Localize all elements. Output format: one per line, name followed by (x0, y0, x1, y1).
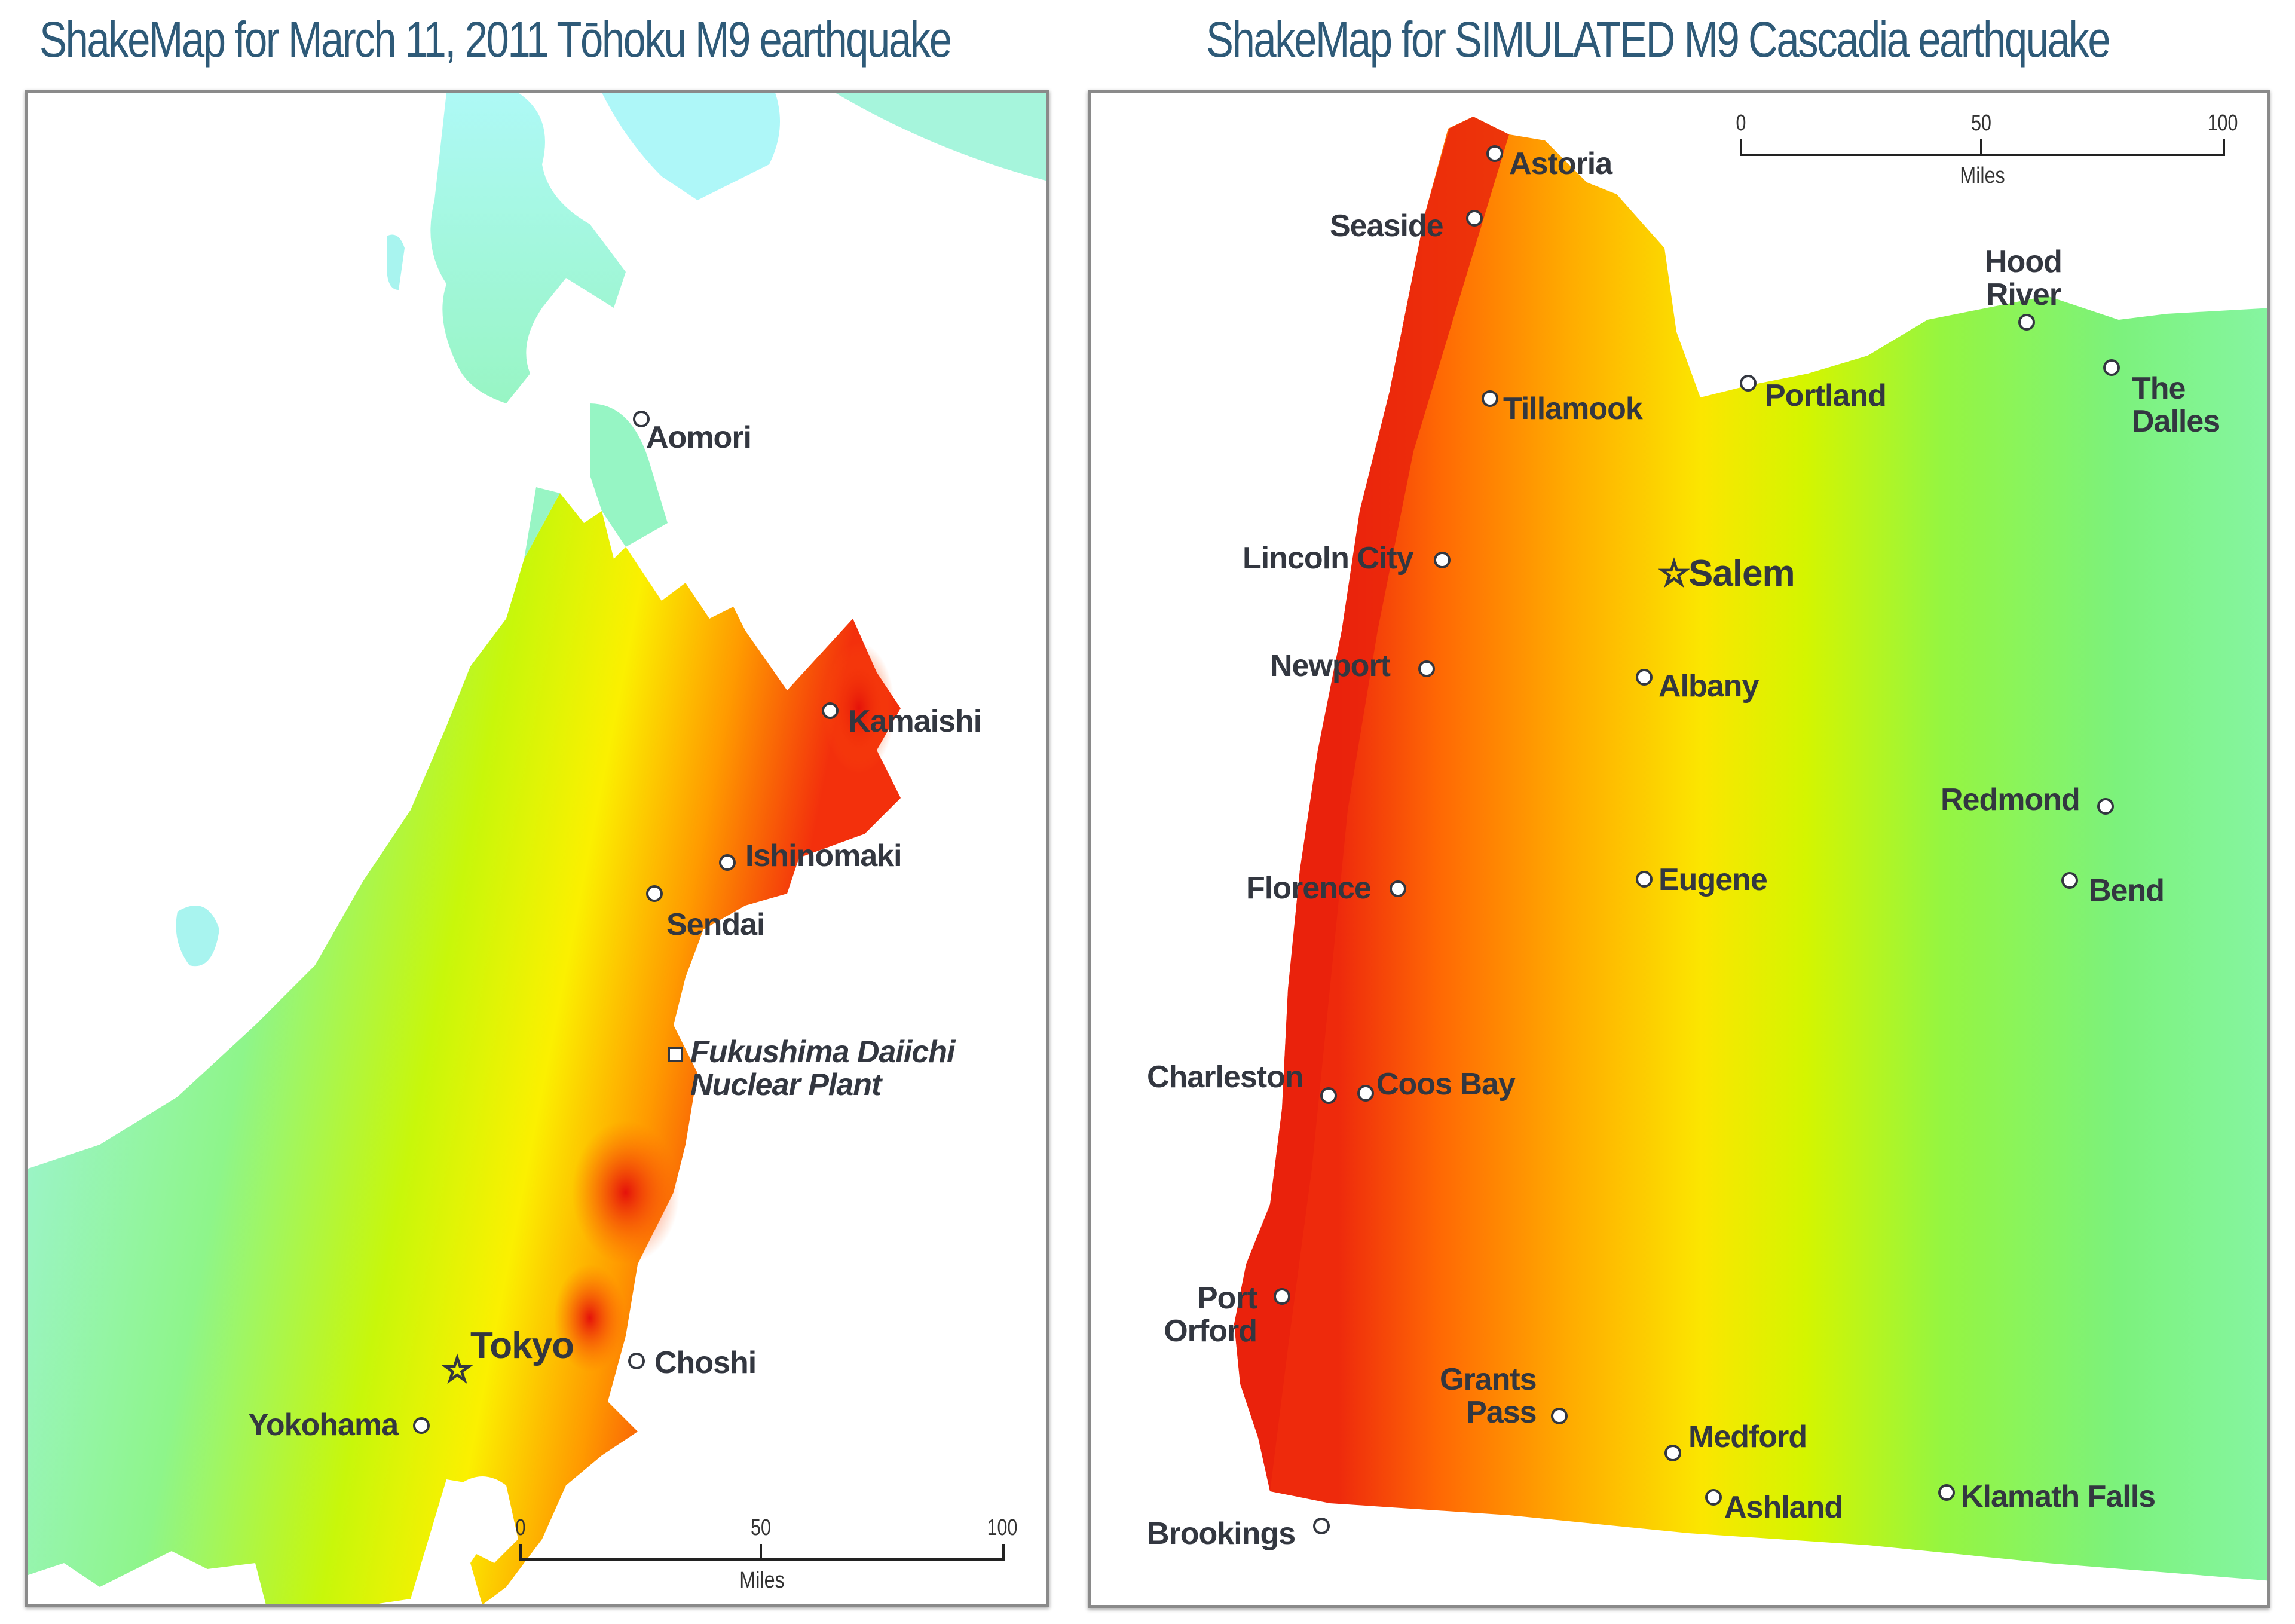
lincoln-city-label: Lincoln City (1243, 541, 1414, 576)
albany-label: Albany (1658, 669, 1759, 704)
scale-tick-0: 0 (1736, 111, 1746, 136)
astoria-marker (1486, 145, 1503, 162)
fukushima-label: Fukushima Daiichi Nuclear Plant (690, 1035, 955, 1102)
redmond-marker (2097, 798, 2114, 815)
seaside-label: Seaside (1330, 209, 1444, 243)
scale-tick-50: 50 (1971, 111, 1991, 136)
aomori-marker (633, 411, 650, 427)
medford-marker (1664, 1445, 1681, 1461)
klamath-falls-marker (1938, 1484, 1955, 1501)
scale-tick-0: 0 (515, 1515, 526, 1540)
kamaishi-marker (822, 702, 839, 719)
portland-label: Portland (1765, 378, 1887, 413)
grants-pass-line2: Pass (1466, 1394, 1537, 1430)
ishinomaki-marker (719, 854, 736, 871)
left-scale-bar: 0 50 100 Miles (515, 1515, 1018, 1599)
lincoln-city-marker (1434, 552, 1451, 568)
left-map-title: ShakeMap for March 11, 2011 Tōhoku M9 ea… (39, 11, 952, 68)
the-dalles-line1: The (2132, 371, 2186, 406)
albany-marker (1636, 669, 1653, 686)
tohoku-shakemap: Aomori Kamaishi Ishinomaki Sendai Fukush… (25, 90, 1049, 1607)
newport-label: Newport (1270, 649, 1391, 683)
tohoku-intensity-map (28, 93, 1046, 1604)
scale-unit: Miles (739, 1568, 785, 1593)
choshi-marker (628, 1353, 645, 1369)
newport-marker (1418, 660, 1435, 677)
port-orford-line2: Orford (1164, 1313, 1257, 1348)
tokyo-star-icon: ☆ (441, 1350, 474, 1389)
the-dalles-marker (2103, 359, 2120, 376)
sendai-marker (646, 885, 663, 902)
florence-marker (1390, 880, 1406, 897)
scale-tick-50: 50 (751, 1515, 771, 1540)
scale-unit: Miles (1960, 163, 2005, 188)
ashland-marker (1705, 1489, 1722, 1506)
yokohama-marker (413, 1417, 430, 1434)
sendai-label: Sendai (666, 907, 765, 942)
florence-label: Florence (1246, 871, 1372, 906)
fukushima-label-line2: Nuclear Plant (690, 1067, 882, 1102)
port-orford-label: Port Orford (1162, 1282, 1257, 1347)
charleston-label: Charleston (1147, 1060, 1304, 1094)
right-scale-bar: 0 50 100 Miles (1736, 111, 2238, 194)
brookings-marker (1313, 1518, 1330, 1534)
tillamook-label: Tillamook (1503, 392, 1643, 426)
hood-river-line1: Hood (1985, 244, 2063, 279)
tillamook-marker (1482, 390, 1498, 407)
astoria-label: Astoria (1509, 146, 1612, 181)
right-map-title: ShakeMap for SIMULATED M9 Cascadia earth… (1206, 11, 2111, 68)
aomori-label: Aomori (646, 420, 752, 455)
kamaishi-label: Kamaishi (848, 704, 982, 739)
port-orford-line1: Port (1197, 1281, 1257, 1316)
redmond-label: Redmond (1941, 782, 2080, 817)
yokohama-label: Yokohama (248, 1408, 399, 1442)
port-orford-marker (1274, 1288, 1290, 1305)
hood-river-label: Hood River (1985, 244, 2063, 312)
grants-pass-label: Grants Pass (1440, 1363, 1537, 1429)
bend-label: Bend (2089, 873, 2165, 908)
tokyo-label: Tokyo (470, 1325, 574, 1366)
grants-pass-marker (1551, 1408, 1568, 1424)
portland-marker (1740, 375, 1757, 392)
coos-bay-label: Coos Bay (1376, 1067, 1516, 1102)
eugene-marker (1636, 871, 1653, 888)
brookings-label: Brookings (1147, 1516, 1296, 1551)
grants-pass-line1: Grants (1440, 1362, 1537, 1397)
ishinomaki-label: Ishinomaki (745, 839, 902, 873)
oregon-intensity-map (1234, 117, 2267, 1581)
eugene-label: Eugene (1658, 863, 1768, 897)
hood-river-marker (2018, 314, 2035, 331)
bend-marker (2061, 872, 2078, 889)
salem-star-icon: ☆ (1658, 554, 1691, 593)
choshi-label: Choshi (654, 1345, 757, 1380)
charleston-marker (1320, 1087, 1337, 1104)
cascadia-shakemap: 0 50 100 Miles Astoria Seaside Tillamook… (1088, 90, 2270, 1608)
fukushima-label-line1: Fukushima Daiichi (690, 1035, 955, 1069)
fukushima-plant-marker (668, 1047, 683, 1062)
hood-river-line2: River (1985, 277, 2061, 312)
the-dalles-line2: Dalles (2132, 403, 2220, 439)
ashland-label: Ashland (1724, 1490, 1843, 1525)
klamath-falls-label: Klamath Falls (1961, 1479, 2156, 1514)
seaside-marker (1466, 210, 1483, 227)
scale-tick-100: 100 (987, 1515, 1018, 1540)
scale-tick-100: 100 (2207, 111, 2238, 136)
medford-label: Medford (1688, 1420, 1807, 1454)
the-dalles-label: The Dalles (2132, 372, 2220, 438)
coos-bay-marker (1357, 1085, 1374, 1102)
salem-label: Salem (1688, 553, 1795, 594)
